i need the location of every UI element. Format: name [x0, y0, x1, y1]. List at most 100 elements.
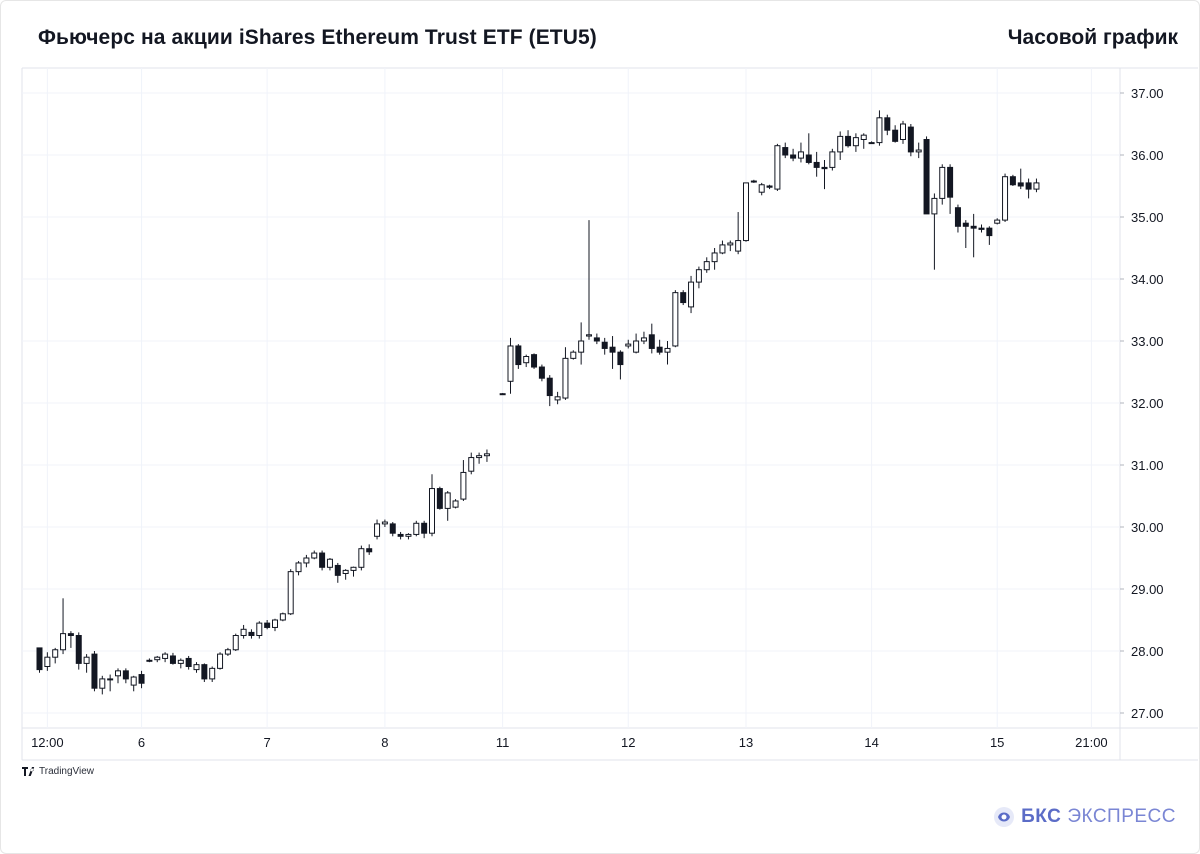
candle-body-up[interactable]: [209, 667, 216, 680]
candle-body-up[interactable]: [303, 557, 310, 564]
candle-body-up[interactable]: [476, 455, 483, 459]
candle-body-down[interactable]: [538, 366, 545, 379]
candle-body-down[interactable]: [515, 345, 522, 366]
candle-body-up[interactable]: [115, 670, 121, 677]
candle-body-down[interactable]: [1009, 176, 1016, 186]
candle-body-up[interactable]: [358, 548, 365, 568]
candle-body-down[interactable]: [821, 166, 828, 170]
candle-body-up[interactable]: [703, 261, 710, 271]
candle-body-up[interactable]: [554, 396, 561, 401]
candle-body-up[interactable]: [829, 151, 836, 168]
candle-body-down[interactable]: [36, 647, 43, 671]
candle-body-up[interactable]: [688, 281, 695, 308]
candle-body-down[interactable]: [319, 552, 326, 568]
candle-body-down[interactable]: [648, 334, 655, 349]
candle-body-up[interactable]: [852, 137, 859, 147]
candle-body-down[interactable]: [1017, 182, 1024, 187]
candle-body-up[interactable]: [562, 357, 569, 399]
candle-body-up[interactable]: [570, 351, 577, 359]
candle-body-up[interactable]: [994, 219, 1001, 224]
candle-body-up[interactable]: [326, 558, 333, 568]
candle-body-down[interactable]: [601, 341, 608, 349]
candle-body-down[interactable]: [67, 633, 74, 637]
candle-body-down[interactable]: [389, 523, 396, 534]
candle-body-down[interactable]: [923, 139, 930, 215]
candle-body-down[interactable]: [845, 135, 852, 147]
candle-body-up[interactable]: [727, 242, 734, 246]
candle-body-up[interactable]: [939, 166, 946, 199]
candle-body-up[interactable]: [797, 151, 804, 159]
candle-body-down[interactable]: [421, 522, 428, 534]
candle-body-down[interactable]: [766, 185, 773, 188]
candle-body-up[interactable]: [900, 123, 906, 140]
candle-body-up[interactable]: [860, 134, 867, 141]
candle-body-up[interactable]: [350, 566, 357, 571]
candle-body-down[interactable]: [947, 166, 954, 198]
candle-body-down[interactable]: [436, 488, 443, 509]
candle-body-up[interactable]: [44, 656, 51, 668]
candle-body-up[interactable]: [311, 552, 318, 559]
candle-body-down[interactable]: [334, 564, 341, 576]
candle-body-up[interactable]: [452, 500, 459, 508]
candle-body-up[interactable]: [162, 653, 169, 659]
candle-body-up[interactable]: [915, 149, 922, 153]
candle-body-down[interactable]: [978, 227, 985, 230]
candle-body-up[interactable]: [1033, 182, 1040, 190]
candle-body-up[interactable]: [640, 337, 647, 342]
candle-body-up[interactable]: [374, 523, 381, 537]
candle-body-down[interactable]: [962, 222, 969, 227]
candle-body-down[interactable]: [617, 351, 624, 366]
candle-body-up[interactable]: [279, 613, 286, 621]
candle-body-up[interactable]: [83, 656, 90, 664]
candle-body-up[interactable]: [1002, 176, 1009, 221]
candle-body-up[interactable]: [750, 180, 757, 183]
candle-body-down[interactable]: [656, 346, 663, 353]
candle-body-up[interactable]: [664, 347, 671, 353]
candle-body-up[interactable]: [735, 240, 742, 252]
candle-body-up[interactable]: [460, 471, 467, 500]
candle-body-down[interactable]: [782, 147, 789, 156]
candle-body-up[interactable]: [224, 649, 231, 655]
candle-body-up[interactable]: [381, 521, 388, 525]
candle-body-down[interactable]: [1025, 182, 1032, 190]
candle-body-up[interactable]: [256, 622, 263, 636]
candle-body-up[interactable]: [499, 393, 506, 396]
candle-body-up[interactable]: [342, 569, 349, 575]
candle-body-up[interactable]: [711, 252, 718, 263]
candle-body-down[interactable]: [546, 377, 553, 397]
candle-body-up[interactable]: [52, 649, 59, 658]
candle-body-up[interactable]: [287, 571, 294, 615]
candle-body-down[interactable]: [892, 129, 899, 142]
candle-body-down[interactable]: [397, 533, 404, 537]
candle-body-down[interactable]: [201, 664, 208, 680]
candle-body-down[interactable]: [970, 225, 977, 229]
candle-body-up[interactable]: [672, 292, 679, 347]
candle-body-up[interactable]: [837, 135, 844, 153]
candle-body-down[interactable]: [813, 161, 820, 168]
candle-body-up[interactable]: [146, 659, 153, 662]
candle-body-up[interactable]: [272, 619, 278, 628]
candle-body-up[interactable]: [295, 562, 302, 573]
candle-body-down[interactable]: [907, 126, 914, 153]
candle-body-up[interactable]: [507, 345, 514, 382]
candle-body-up[interactable]: [483, 453, 490, 457]
candle-body-down[interactable]: [954, 207, 961, 227]
candle-body-down[interactable]: [185, 657, 192, 668]
candle-body-up[interactable]: [99, 678, 106, 689]
candle-body-up[interactable]: [154, 656, 161, 661]
candle-body-down[interactable]: [884, 117, 891, 131]
candle-body-up[interactable]: [429, 488, 435, 534]
candle-body-up[interactable]: [444, 492, 451, 509]
candle-body-down[interactable]: [75, 635, 82, 664]
candle-body-up[interactable]: [578, 340, 585, 353]
candle-body-up[interactable]: [405, 533, 412, 537]
candle-body-up[interactable]: [60, 633, 67, 651]
candle-body-up[interactable]: [468, 457, 475, 472]
candle-body-up[interactable]: [193, 664, 200, 671]
candle-body-up[interactable]: [232, 635, 239, 651]
candle-body-up[interactable]: [743, 182, 749, 242]
candle-body-up[interactable]: [130, 676, 137, 686]
candle-body-down[interactable]: [531, 354, 538, 368]
candlestick-chart[interactable]: 27.00 28.00 29.00 30.00 31.00 32.00 33.00 34.00…: [0, 0, 1200, 790]
candle-body-up[interactable]: [758, 184, 765, 193]
